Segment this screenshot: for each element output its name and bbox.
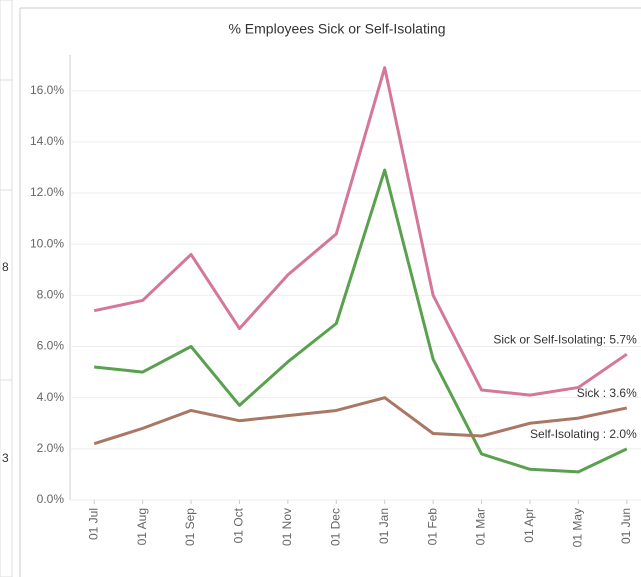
- end-label: Self-Isolating : 2.0%: [530, 427, 637, 441]
- y-tick-label: 10.0%: [30, 236, 64, 250]
- left-text: 3: [2, 451, 9, 465]
- y-tick-label: 14.0%: [30, 134, 64, 148]
- x-tick-label: 01 Mar: [474, 508, 488, 545]
- end-label: Sick or Self-Isolating: 5.7%: [493, 332, 637, 346]
- x-tick-label: 01 Dec: [328, 508, 342, 546]
- y-tick-label: 8.0%: [37, 288, 65, 302]
- left-panel: [0, 0, 13, 577]
- x-tick-label: 01 Nov: [280, 508, 294, 546]
- x-tick-label: 01 Jun: [619, 508, 633, 544]
- x-tick-label: 01 Aug: [135, 508, 149, 545]
- end-label: Sick : 3.6%: [577, 386, 637, 400]
- x-tick-label: 01 May: [571, 508, 585, 547]
- x-tick-label: 01 Sep: [183, 508, 197, 546]
- series-line: [93, 66, 628, 397]
- y-tick-label: 6.0%: [37, 339, 65, 353]
- x-tick-label: 01 Apr: [522, 508, 536, 543]
- y-tick-label: 12.0%: [30, 185, 64, 199]
- y-tick-label: 16.0%: [30, 83, 64, 97]
- x-tick-label: 01 Oct: [232, 507, 246, 543]
- x-tick-label: 01 Jan: [377, 508, 391, 544]
- y-tick-label: 0.0%: [37, 492, 65, 506]
- y-tick-label: 2.0%: [37, 441, 65, 455]
- x-tick-label: 01 Feb: [425, 508, 439, 546]
- y-tick-label: 4.0%: [37, 390, 65, 404]
- chart-title: % Employees Sick or Self-Isolating: [228, 21, 445, 37]
- series-line: [93, 396, 628, 446]
- left-text: 8: [2, 260, 9, 274]
- series-line: [94, 168, 628, 474]
- x-tick-label: 01 Jul: [86, 508, 100, 540]
